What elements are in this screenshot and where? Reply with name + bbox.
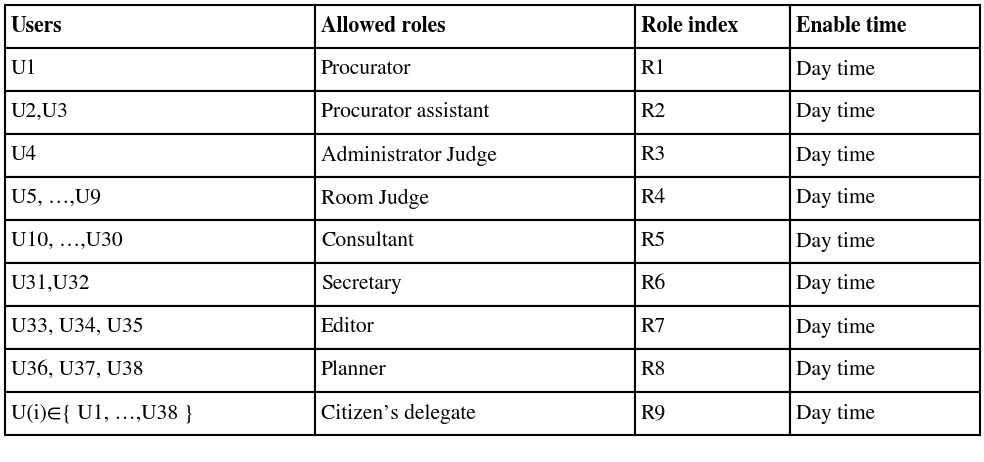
Bar: [315, 134, 635, 177]
Text: U10, …,U30: U10, …,U30: [11, 231, 123, 251]
Bar: [5, 306, 315, 349]
Bar: [315, 263, 635, 306]
Text: R8: R8: [641, 361, 666, 380]
Bar: [790, 134, 980, 177]
Bar: [790, 263, 980, 306]
Text: R5: R5: [641, 231, 666, 251]
Bar: [635, 263, 790, 306]
Bar: [5, 91, 315, 134]
Text: R1: R1: [641, 60, 666, 79]
Bar: [635, 306, 790, 349]
Text: Day time: Day time: [796, 188, 875, 208]
Text: Secretary: Secretary: [321, 274, 401, 294]
Text: Consultant: Consultant: [321, 231, 414, 251]
Bar: [5, 220, 315, 263]
Text: Room Judge: Room Judge: [321, 188, 429, 209]
Text: Enable time: Enable time: [796, 16, 906, 37]
Bar: [315, 91, 635, 134]
Bar: [315, 5, 635, 48]
Bar: [5, 5, 315, 48]
Bar: [790, 349, 980, 392]
Text: U31,U32: U31,U32: [11, 274, 91, 294]
Text: Day time: Day time: [796, 231, 875, 251]
Text: Day time: Day time: [796, 317, 875, 338]
Bar: [790, 177, 980, 220]
Text: U1: U1: [11, 60, 37, 79]
Bar: [315, 349, 635, 392]
Text: U(i)∈{ U1, …,U38 }: U(i)∈{ U1, …,U38 }: [11, 404, 194, 423]
Text: R9: R9: [641, 404, 666, 423]
Bar: [790, 91, 980, 134]
Text: U33, U34, U35: U33, U34, U35: [11, 317, 144, 337]
Text: Users: Users: [11, 16, 63, 37]
Text: Day time: Day time: [796, 146, 875, 165]
Bar: [790, 48, 980, 91]
Text: R3: R3: [641, 146, 666, 165]
Text: Procurator: Procurator: [321, 60, 411, 79]
Bar: [5, 263, 315, 306]
Text: Procurator assistant: Procurator assistant: [321, 103, 489, 122]
Text: Citizen’s delegate: Citizen’s delegate: [321, 403, 475, 424]
Text: U5, …,U9: U5, …,U9: [11, 188, 101, 208]
Bar: [5, 134, 315, 177]
Text: Role index: Role index: [641, 16, 738, 37]
Bar: [635, 5, 790, 48]
Bar: [5, 349, 315, 392]
Text: Planner: Planner: [321, 361, 387, 380]
Bar: [790, 220, 980, 263]
Text: Allowed roles: Allowed roles: [321, 16, 446, 37]
Text: R6: R6: [641, 274, 666, 294]
Bar: [315, 48, 635, 91]
Bar: [315, 306, 635, 349]
Bar: [790, 392, 980, 435]
Bar: [635, 134, 790, 177]
Bar: [635, 91, 790, 134]
Text: Day time: Day time: [796, 403, 875, 424]
Bar: [790, 306, 980, 349]
Text: R4: R4: [641, 188, 666, 208]
Bar: [635, 392, 790, 435]
Text: Administrator Judge: Administrator Judge: [321, 146, 497, 166]
Bar: [315, 220, 635, 263]
Text: Day time: Day time: [796, 60, 875, 79]
Text: Day time: Day time: [796, 103, 875, 122]
Bar: [5, 392, 315, 435]
Text: Day time: Day time: [796, 360, 875, 381]
Text: U36, U37, U38: U36, U37, U38: [11, 361, 144, 380]
Bar: [635, 48, 790, 91]
Bar: [5, 48, 315, 91]
Text: R7: R7: [641, 317, 666, 337]
Text: U4: U4: [11, 146, 37, 165]
Text: R2: R2: [641, 103, 666, 122]
Bar: [635, 220, 790, 263]
Bar: [315, 392, 635, 435]
Bar: [635, 177, 790, 220]
Bar: [315, 177, 635, 220]
Bar: [790, 5, 980, 48]
Bar: [635, 349, 790, 392]
Text: U2,U3: U2,U3: [11, 103, 69, 122]
Text: Editor: Editor: [321, 317, 375, 337]
Text: Day time: Day time: [796, 274, 875, 294]
Bar: [5, 177, 315, 220]
